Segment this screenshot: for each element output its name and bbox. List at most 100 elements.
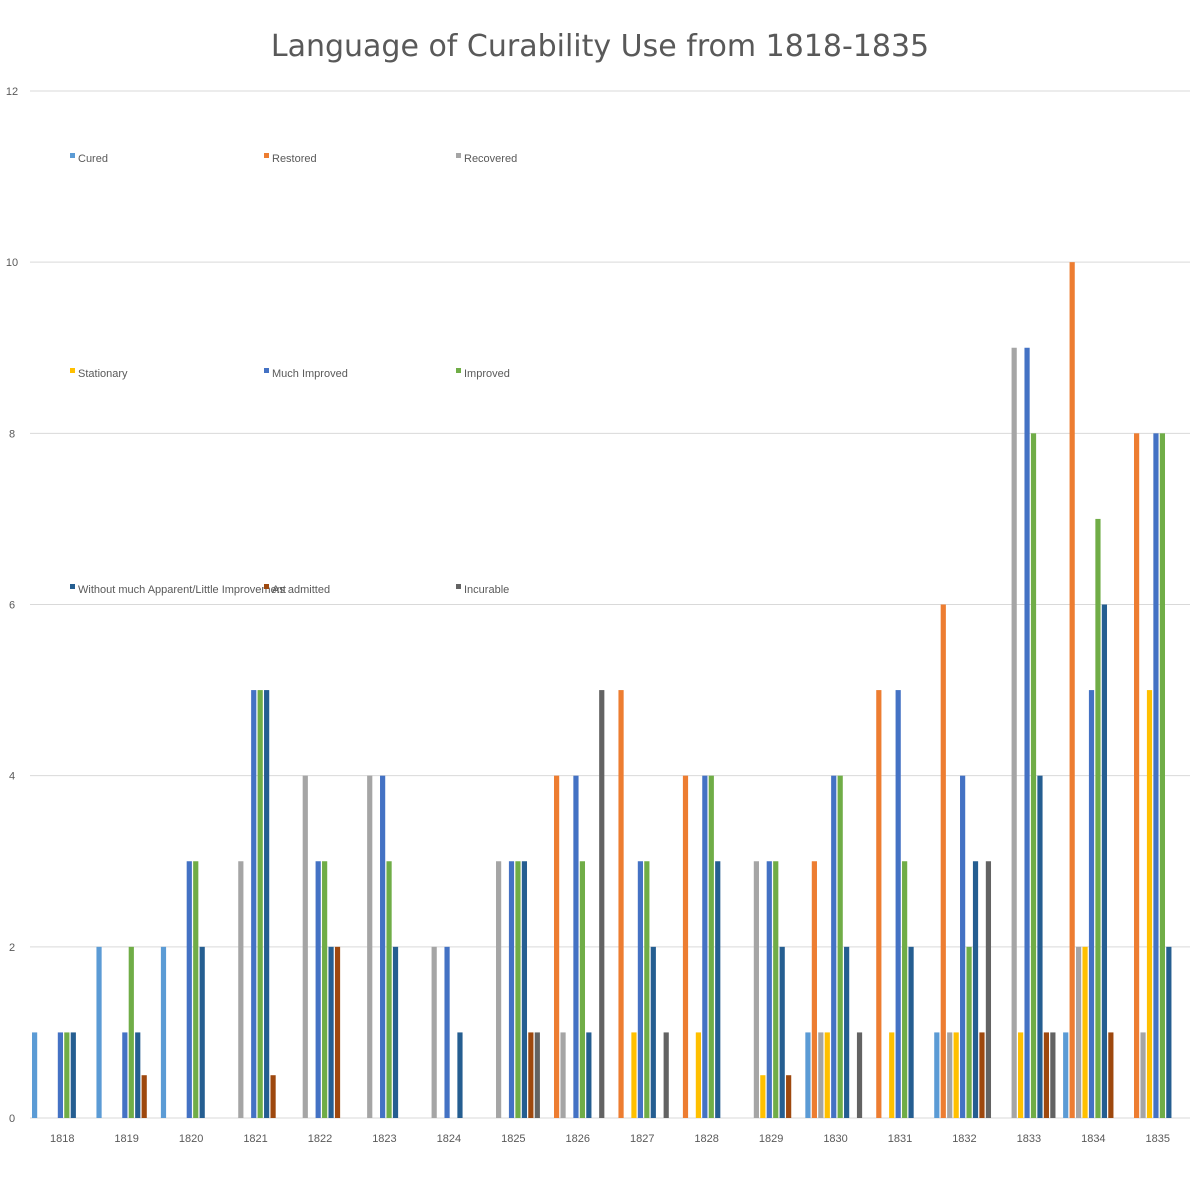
bar-1831-much-improved <box>895 690 901 1118</box>
legend-swatch <box>264 584 269 589</box>
bar-1822-much-improved <box>315 861 321 1118</box>
x-tick-label: 1827 <box>630 1133 654 1145</box>
bar-1822-improved <box>322 861 328 1118</box>
bar-1833-as-admitted <box>1043 1032 1050 1118</box>
legend-swatch <box>70 368 75 373</box>
bar-1827-stationary <box>631 1032 637 1118</box>
bar-1825-without-much-apparent-little-improvement <box>521 861 528 1118</box>
x-tick-label: 1832 <box>952 1133 976 1145</box>
bar-1835-improved <box>1159 433 1166 1118</box>
bar-1823-improved <box>386 861 392 1118</box>
legend-swatch <box>264 368 269 373</box>
bar-1829-stationary <box>760 1075 766 1118</box>
bar-1828-restored <box>682 775 689 1118</box>
bar-1831-without-much-apparent-little-improvement <box>908 946 914 1118</box>
x-tick-label: 1825 <box>501 1133 525 1145</box>
x-tick-label: 1833 <box>1017 1133 1041 1145</box>
bar-1821-improved <box>257 690 263 1118</box>
bar-1828-improved <box>708 775 714 1118</box>
bar-1833-stationary <box>1018 1032 1024 1118</box>
bar-1818-cured <box>32 1032 38 1118</box>
bar-1827-incurable <box>663 1032 669 1118</box>
legend-label: Improved <box>464 368 510 380</box>
bar-1825-as-admitted <box>528 1032 534 1118</box>
bar-1834-stationary <box>1082 946 1088 1118</box>
y-tick-label: 0 <box>9 1113 15 1125</box>
bar-1832-as-admitted <box>979 1032 985 1118</box>
bar-1823-much-improved <box>380 775 386 1118</box>
bar-1834-cured <box>1063 1032 1069 1118</box>
bar-1830-much-improved <box>831 775 837 1118</box>
bar-1828-much-improved <box>702 775 708 1118</box>
y-axis-ticks: 0 2 4 6 8 10 12 <box>6 86 18 1125</box>
legend-swatch <box>70 153 75 158</box>
bar-1835-restored <box>1134 433 1140 1118</box>
bar-1832-stationary <box>953 1032 959 1118</box>
bar-1825-incurable <box>534 1032 540 1118</box>
bar-1822-as-admitted <box>334 946 341 1118</box>
bar-1818-without-much-apparent-little-improvement <box>70 1032 76 1118</box>
x-tick-label: 1826 <box>566 1133 590 1145</box>
legend-swatch <box>456 368 461 373</box>
bar-1830-cured <box>805 1032 811 1118</box>
bar-1831-restored <box>876 690 882 1118</box>
x-tick-label: 1834 <box>1081 1133 1105 1145</box>
bar-1819-much-improved <box>122 1032 128 1118</box>
bar-1818-much-improved <box>57 1032 63 1118</box>
bar-1826-without-much-apparent-little-improvement <box>586 1032 592 1118</box>
bar-1834-much-improved <box>1088 690 1095 1118</box>
bar-1829-without-much-apparent-little-improvement <box>779 946 785 1118</box>
bar-1824-much-improved <box>444 946 450 1118</box>
bar-1825-improved <box>515 861 521 1118</box>
x-axis-ticks: 1818 1819 1820 1821 1822 1823 1824 1825 1826 1827… <box>50 1133 1170 1145</box>
bar-1833-without-much-apparent-little-improvement <box>1037 775 1043 1118</box>
bar-1830-stationary <box>824 1032 830 1118</box>
bar-1820-without-much-apparent-little-improvement <box>199 946 205 1118</box>
legend-label: As admitted <box>272 584 330 596</box>
bar-1821-recovered <box>238 861 244 1118</box>
bar-1821-much-improved <box>251 690 257 1118</box>
bar-1827-much-improved <box>637 861 643 1118</box>
bar-1829-much-improved <box>766 861 772 1118</box>
bar-1830-incurable <box>856 1032 863 1118</box>
bar-1823-without-much-apparent-little-improvement <box>392 946 399 1118</box>
legend-swatch <box>456 153 461 158</box>
legend-label: Incurable <box>464 584 509 596</box>
x-tick-label: 1822 <box>308 1133 332 1145</box>
bar-1826-restored <box>554 775 560 1118</box>
y-tick-label: 2 <box>9 942 15 954</box>
bar-1832-recovered <box>947 1032 953 1118</box>
bar-1834-recovered <box>1076 946 1082 1118</box>
bar-1834-restored <box>1069 262 1075 1119</box>
legend-swatch <box>264 153 269 158</box>
x-tick-label: 1829 <box>759 1133 783 1145</box>
legend-label: Recovered <box>464 153 517 165</box>
legend-label: Cured <box>78 153 108 165</box>
bar-1826-improved <box>579 861 586 1118</box>
bar-1829-improved <box>773 861 779 1118</box>
bars <box>32 262 1172 1119</box>
y-tick-label: 8 <box>9 428 15 440</box>
bar-1820-much-improved <box>186 861 192 1118</box>
bar-1832-much-improved <box>960 775 966 1118</box>
legend-label: Without much Apparent/Little Improvement <box>78 584 286 596</box>
x-tick-label: 1835 <box>1146 1133 1170 1145</box>
legend-label: Restored <box>272 153 317 165</box>
bar-1822-recovered <box>302 775 308 1118</box>
bar-1828-without-much-apparent-little-improvement <box>715 861 721 1118</box>
bar-1825-much-improved <box>508 861 515 1118</box>
bar-1833-recovered <box>1011 347 1017 1118</box>
bar-1826-incurable <box>599 690 605 1118</box>
y-tick-label: 6 <box>9 600 15 612</box>
bar-1835-much-improved <box>1153 433 1159 1118</box>
x-tick-label: 1823 <box>372 1133 396 1145</box>
bar-1835-without-much-apparent-little-improvement <box>1166 946 1172 1118</box>
legend: Cured Restored Recovered Stationary Much Imp… <box>70 153 517 596</box>
bar-1830-improved <box>837 775 843 1118</box>
bar-1835-recovered <box>1140 1032 1146 1118</box>
bar-1833-improved <box>1030 433 1037 1118</box>
bar-1832-improved <box>966 946 972 1118</box>
bar-1819-cured <box>96 946 102 1118</box>
bar-1830-restored <box>811 861 817 1118</box>
x-tick-label: 1819 <box>114 1133 138 1145</box>
